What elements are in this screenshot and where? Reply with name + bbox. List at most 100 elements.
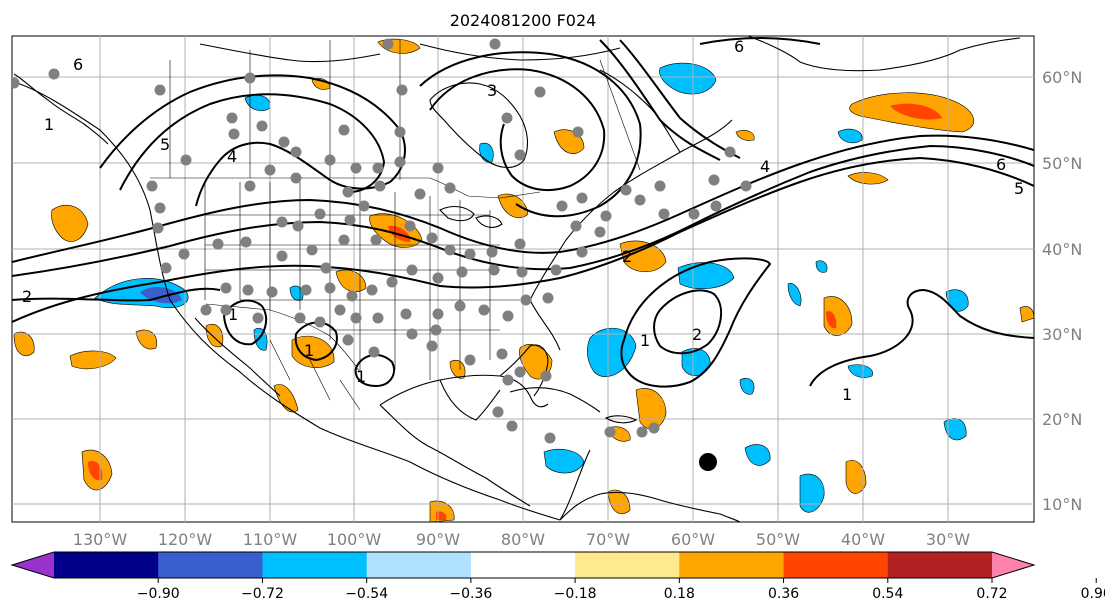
station-dot <box>306 244 318 256</box>
positive-anomaly <box>497 193 529 218</box>
colorbar-tick-label: 0.90 <box>1081 586 1105 602</box>
contour-line <box>12 156 1034 323</box>
contour-line <box>653 289 723 355</box>
alaska <box>13 73 109 145</box>
contour-line <box>619 39 741 159</box>
station-dot <box>314 208 326 220</box>
station-dot <box>444 244 456 256</box>
lon-label: 120°W <box>158 530 213 549</box>
station-dot <box>489 38 501 50</box>
station-dot <box>290 146 302 158</box>
contour-label: 2 <box>622 247 632 266</box>
colorbar-tick-label: 0.36 <box>768 586 799 602</box>
station-dot <box>154 202 166 214</box>
station-dot <box>276 216 288 228</box>
contour-label: 4 <box>760 157 770 176</box>
positive-anomaly <box>449 359 466 379</box>
station-dot <box>200 304 212 316</box>
station-dot <box>342 334 354 346</box>
station-dot <box>514 238 526 250</box>
positive-anomaly <box>845 460 867 494</box>
station-dot <box>180 154 192 166</box>
station-dot <box>604 426 616 438</box>
station-dot <box>540 370 552 382</box>
colorbar-segment <box>366 552 472 578</box>
station-dot <box>226 112 238 124</box>
longitude-labels: 130°W 120°W 110°W 100°W 90°W 80°W 70°W 6… <box>73 530 970 549</box>
station-dot <box>314 316 326 328</box>
station-dot <box>324 282 336 294</box>
negative-anomaly <box>799 473 825 513</box>
station-dot <box>654 180 666 192</box>
latitude-labels: 60°N 50°N 40°N 30°N 20°N 10°N <box>1042 68 1082 514</box>
station-dot <box>708 174 720 186</box>
station-dot <box>501 112 513 124</box>
station-dot <box>636 426 648 438</box>
negative-anomaly <box>659 62 717 95</box>
station-dot <box>290 172 302 184</box>
contour-label: 1 <box>44 115 54 134</box>
strong-positive-anomaly <box>436 511 447 520</box>
station-dot <box>516 266 528 278</box>
contour-line <box>599 39 721 161</box>
station-dot <box>338 124 350 136</box>
station-dot <box>368 346 380 358</box>
contour-line <box>620 257 772 388</box>
negative-anomaly <box>543 449 585 474</box>
hispaniola <box>604 415 638 424</box>
colorbar-segment <box>262 552 368 578</box>
positive-anomaly <box>847 172 889 185</box>
station-dot <box>406 328 418 340</box>
station-dot <box>502 374 514 386</box>
station-dot <box>338 234 350 246</box>
positive-anomaly <box>291 335 335 368</box>
station-dot <box>620 184 632 196</box>
station-dot <box>576 192 588 204</box>
station-dot <box>572 126 584 138</box>
station-markers <box>12 38 752 444</box>
colorbar-segment <box>158 552 263 578</box>
station-dot <box>456 266 468 278</box>
positive-anomaly <box>273 384 299 413</box>
lon-label: 110°W <box>243 530 298 549</box>
station-dot <box>432 308 444 320</box>
station-dot <box>432 162 444 174</box>
station-dot <box>386 276 398 288</box>
colorbar-tick-label: −0.36 <box>449 586 492 602</box>
contour-line <box>12 287 221 302</box>
station-dot <box>400 308 412 320</box>
station-dot <box>634 194 646 206</box>
storm-center-marker <box>699 453 717 471</box>
lon-label: 50°W <box>756 530 800 549</box>
contour-label: 1 <box>356 367 366 386</box>
station-dot <box>252 312 264 324</box>
station-dot <box>374 180 386 192</box>
station-dot <box>710 200 722 212</box>
negative-anomaly <box>847 364 873 378</box>
strong-positive-anomaly <box>890 103 942 120</box>
station-dot <box>514 149 526 161</box>
station-dot <box>426 232 438 244</box>
station-dot <box>292 220 304 232</box>
station-dot <box>300 284 312 296</box>
colorbar-tick-label: −0.90 <box>137 586 180 602</box>
station-dot <box>404 220 416 232</box>
station-dot <box>478 304 490 316</box>
station-dot <box>464 248 476 260</box>
lat-label: 20°N <box>1042 410 1082 429</box>
contour-line <box>809 288 1034 387</box>
negative-anomaly <box>677 262 735 290</box>
station-dot <box>520 294 532 306</box>
positive-anomaly <box>1019 306 1034 323</box>
station-dot <box>544 432 556 444</box>
station-dot <box>550 264 562 276</box>
station-dot <box>570 220 582 232</box>
colorbar-extend-high <box>992 552 1034 578</box>
station-dot <box>394 156 406 168</box>
strong-positive-anomaly <box>826 311 837 329</box>
contour-label: 1 <box>640 331 650 350</box>
positive-anomaly <box>135 329 158 350</box>
colorbar-segment <box>54 552 159 578</box>
station-dot <box>276 250 288 262</box>
